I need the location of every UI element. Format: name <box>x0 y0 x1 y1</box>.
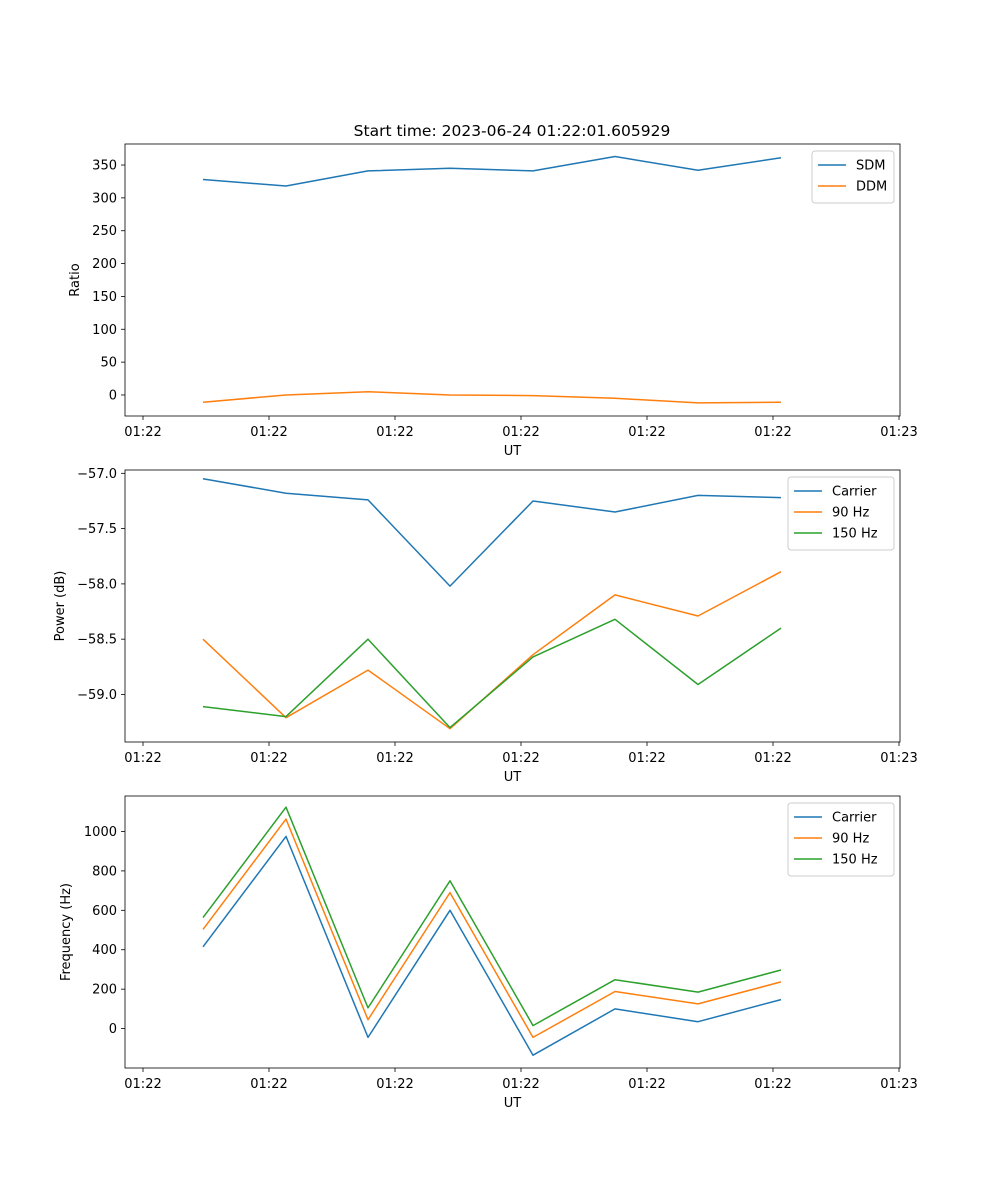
power-series-line-150-hz <box>202 618 782 729</box>
ratio-y-tick-label: 50 <box>100 356 117 371</box>
ratio-series-line-ddm <box>202 390 782 404</box>
ratio-y-tick-label: 0 <box>109 388 117 403</box>
frequency-series-line-150-hz <box>202 806 782 1027</box>
power-x-tick-label: 01:22 <box>754 751 791 766</box>
frequency-series-line-90-hz <box>202 818 782 1039</box>
power-y-tick-label: −59.0 <box>77 688 117 703</box>
power-x-tick-label: 01:22 <box>124 751 161 766</box>
frequency-x-tick-label: 01:23 <box>880 1077 917 1092</box>
ratio-x-tick-label: 01:23 <box>880 425 917 440</box>
ratio-y-tick-label: 350 <box>92 159 117 174</box>
power-legend-label: Carrier <box>832 485 877 500</box>
power-y-tick-label: −57.0 <box>77 467 117 482</box>
frequency-y-tick-label: 800 <box>92 864 117 879</box>
power-legend-label: 150 Hz <box>832 527 878 542</box>
power-legend-label: 90 Hz <box>832 506 869 521</box>
ratio-series-line-sdm <box>202 155 782 187</box>
ratio-x-tick-label: 01:22 <box>250 425 287 440</box>
figure-title: Start time: 2023-06-24 01:22:01.605929 <box>354 122 671 140</box>
frequency-y-axis-label: Frequency (Hz) <box>59 883 74 981</box>
power-x-tick-label: 01:22 <box>250 751 287 766</box>
frequency-x-tick-label: 01:22 <box>250 1077 287 1092</box>
ratio-x-tick-label: 01:22 <box>754 425 791 440</box>
frequency-axes-frame <box>124 795 901 1069</box>
ratio-y-axis-label: Ratio <box>68 263 83 296</box>
frequency-x-tick-label: 01:22 <box>502 1077 539 1092</box>
ratio-legend-box <box>811 150 895 204</box>
ratio-axes-frame <box>124 143 901 417</box>
power-axes-frame <box>124 469 901 743</box>
frequency-legend-label: 90 Hz <box>832 832 869 847</box>
ratio-x-tick-label: 01:22 <box>124 425 161 440</box>
ratio-y-tick-label: 100 <box>92 323 117 338</box>
frequency-series-line-carrier <box>202 835 782 1056</box>
power-y-tick-label: −57.5 <box>77 522 117 537</box>
power-x-tick-label: 01:22 <box>376 751 413 766</box>
power-x-tick-label: 01:22 <box>502 751 539 766</box>
power-y-axis-label: Power (dB) <box>53 571 68 642</box>
ratio-x-axis-label: UT <box>504 444 522 459</box>
frequency-y-tick-label: 600 <box>92 904 117 919</box>
frequency-panel: 01:22 01:22 01:22 01:22 01:22 01:22 01:23 0 200 4… <box>59 795 918 1111</box>
frequency-y-tick-label: 0 <box>109 1022 117 1037</box>
frequency-legend-label: Carrier <box>832 811 877 826</box>
ratio-legend-label: SDM <box>856 159 885 174</box>
frequency-legend-label: 150 Hz <box>832 853 878 868</box>
power-x-tick-label: 01:23 <box>880 751 917 766</box>
ratio-y-tick-label: 200 <box>92 257 117 272</box>
frequency-y-tick-label: 1000 <box>84 825 117 840</box>
frequency-y-tick-label: 200 <box>92 983 117 998</box>
power-x-axis-label: UT <box>504 770 522 785</box>
frequency-x-tick-label: 01:22 <box>628 1077 665 1092</box>
power-panel: 01:22 01:22 01:22 01:22 01:22 01:22 01:23 −59.0… <box>53 467 918 785</box>
ratio-legend-label: DDM <box>856 180 887 195</box>
frequency-x-tick-label: 01:22 <box>376 1077 413 1092</box>
ratio-x-tick-label: 01:22 <box>502 425 539 440</box>
power-y-tick-label: −58.0 <box>77 577 117 592</box>
ratio-panel: 01:22 01:22 01:22 01:22 01:22 01:22 01:23 0 50 10… <box>68 143 918 459</box>
ratio-y-tick-label: 150 <box>92 290 117 305</box>
ratio-y-tick-label: 300 <box>92 191 117 206</box>
ratio-x-tick-label: 01:22 <box>376 425 413 440</box>
ratio-x-tick-label: 01:22 <box>628 425 665 440</box>
power-x-tick-label: 01:22 <box>628 751 665 766</box>
power-series-line-carrier <box>202 478 782 587</box>
ratio-y-tick-label: 250 <box>92 224 117 239</box>
frequency-x-axis-label: UT <box>504 1096 522 1111</box>
frequency-x-tick-label: 01:22 <box>754 1077 791 1092</box>
frequency-y-tick-label: 400 <box>92 943 117 958</box>
power-legend-box <box>787 476 895 551</box>
frequency-legend-box <box>787 802 895 877</box>
frequency-x-tick-label: 01:22 <box>124 1077 161 1092</box>
power-y-tick-label: −58.5 <box>77 633 117 648</box>
